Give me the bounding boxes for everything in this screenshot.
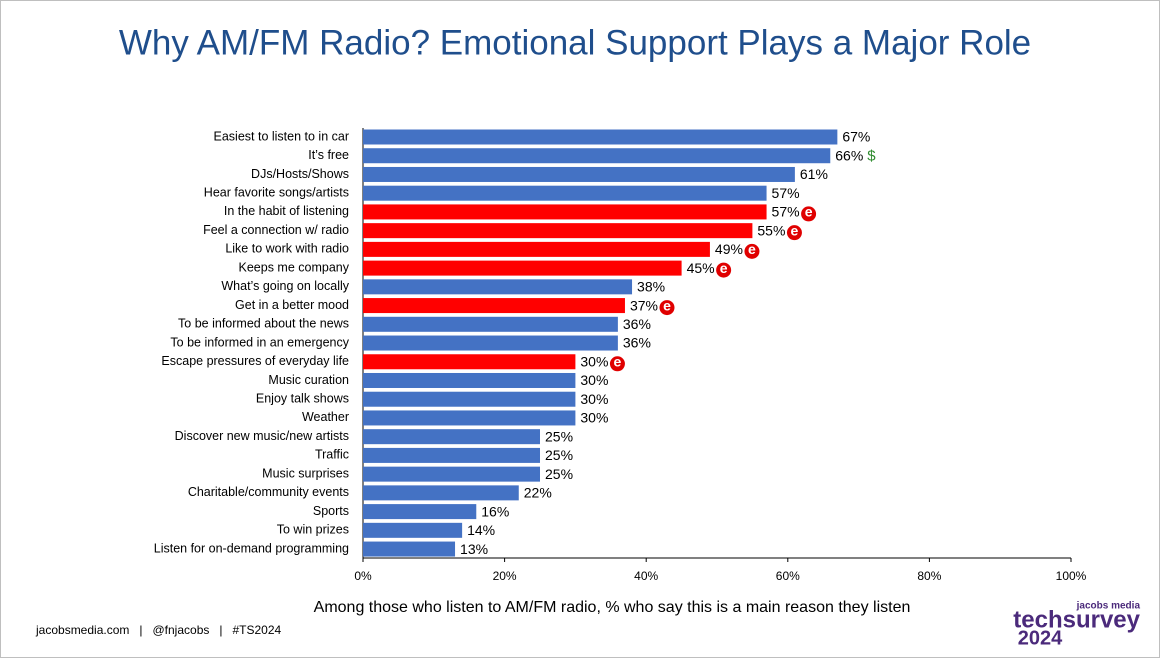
bar [363, 372, 576, 388]
bar [363, 429, 540, 445]
bar [363, 279, 633, 295]
bar [363, 541, 456, 557]
value-label: 30% [580, 391, 608, 407]
y-tick-label: To be informed in an emergency [170, 335, 349, 349]
y-tick-label: Sports [313, 504, 349, 518]
y-tick-label: Easiest to listen to in car [214, 129, 349, 143]
value-label: 36% [623, 316, 651, 332]
x-axis-title: Among those who listen to AM/FM radio, %… [314, 599, 911, 616]
value-label: 14% [467, 522, 495, 538]
value-label: 22% [524, 485, 552, 501]
y-tick-label: Like to work with radio [225, 242, 349, 256]
bar [363, 447, 540, 463]
bar [363, 391, 576, 407]
bar [363, 166, 795, 182]
bar [363, 260, 682, 276]
icon-badge [744, 243, 760, 259]
bar [363, 129, 838, 145]
value-label: 38% [637, 279, 665, 295]
y-tick-label: Music surprises [262, 466, 349, 480]
bar [363, 504, 477, 520]
y-tick-label: DJs/Hosts/Shows [251, 167, 349, 181]
bar [363, 204, 767, 220]
icon-letter: e [805, 204, 813, 220]
y-tick-label: Charitable/community events [188, 485, 349, 499]
y-tick-label: Traffic [315, 448, 349, 462]
bar [363, 316, 618, 332]
value-label: 16% [481, 503, 509, 519]
icon-letter: e [791, 222, 799, 238]
value-label: 55% [757, 222, 785, 238]
x-tick-label: 60% [776, 569, 800, 583]
value-label: 57% [772, 185, 800, 201]
x-tick-label: 80% [917, 569, 941, 583]
y-tick-label: Discover new music/new artists [175, 429, 349, 443]
value-label: 30% [580, 353, 608, 369]
y-tick-label: Get in a better mood [235, 298, 349, 312]
bar [363, 148, 831, 164]
value-label: 67% [842, 129, 870, 145]
value-label: 49% [715, 241, 743, 257]
y-tick-label: To win prizes [277, 523, 349, 537]
x-tick-label: 100% [1056, 569, 1087, 583]
value-label: 36% [623, 335, 651, 351]
icon-letter: e [720, 260, 728, 276]
value-label: 61% [800, 166, 828, 182]
y-tick-label: To be informed about the news [178, 317, 349, 331]
value-label: 45% [687, 260, 715, 276]
value-label: 13% [460, 541, 488, 557]
y-tick-label: Keeps me company [239, 260, 350, 274]
icon-letter: e [748, 241, 756, 257]
bar [363, 223, 753, 239]
bar [363, 185, 767, 201]
icon-badge [609, 356, 625, 372]
y-tick-label: What’s going on locally [221, 279, 349, 293]
y-tick-label: Feel a connection w/ radio [203, 223, 349, 237]
y-tick-label: Enjoy talk shows [256, 392, 349, 406]
bar [363, 485, 519, 501]
value-label: 37% [630, 297, 658, 313]
icon-badge [801, 206, 817, 222]
value-label: 30% [580, 372, 608, 388]
bar [363, 335, 618, 351]
value-label: 25% [545, 428, 573, 444]
x-tick-label: 40% [634, 569, 658, 583]
logo-brand: jacobs media [1076, 601, 1141, 612]
y-tick-label: Listen for on-demand programming [154, 541, 349, 555]
y-tick-label: It’s free [308, 148, 349, 162]
icon-letter: e [614, 353, 622, 369]
bar [363, 241, 710, 257]
bar [363, 466, 540, 482]
value-label: 25% [545, 466, 573, 482]
value-label: 30% [580, 410, 608, 426]
chart-title: Why AM/FM Radio? Emotional Support Plays… [119, 23, 1031, 62]
bar [363, 522, 463, 538]
value-label: 25% [545, 447, 573, 463]
x-tick-label: 20% [493, 569, 517, 583]
logo-name: techsurvey [1013, 606, 1140, 633]
value-label: 57% [772, 204, 800, 220]
value-label: 66% [835, 147, 863, 163]
footer: jacobsmedia.com | @fnjacobs | #TS2024 [35, 623, 282, 637]
icon-badge [659, 300, 675, 316]
y-tick-label: Weather [302, 410, 349, 424]
x-tick-label: 0% [354, 569, 372, 583]
y-tick-label: Music curation [268, 373, 349, 387]
icon-letter: e [663, 297, 671, 313]
y-tick-label: In the habit of listening [224, 204, 349, 218]
bar [363, 410, 576, 426]
bar [363, 298, 625, 314]
icon-dollar: $ [867, 148, 876, 165]
y-tick-label: Hear favorite songs/artists [204, 185, 349, 199]
icon-badge [716, 262, 732, 278]
bar [363, 354, 576, 370]
logo-year: 2024 [1018, 627, 1063, 649]
y-tick-label: Escape pressures of everyday life [161, 354, 349, 368]
icon-badge [786, 225, 802, 241]
